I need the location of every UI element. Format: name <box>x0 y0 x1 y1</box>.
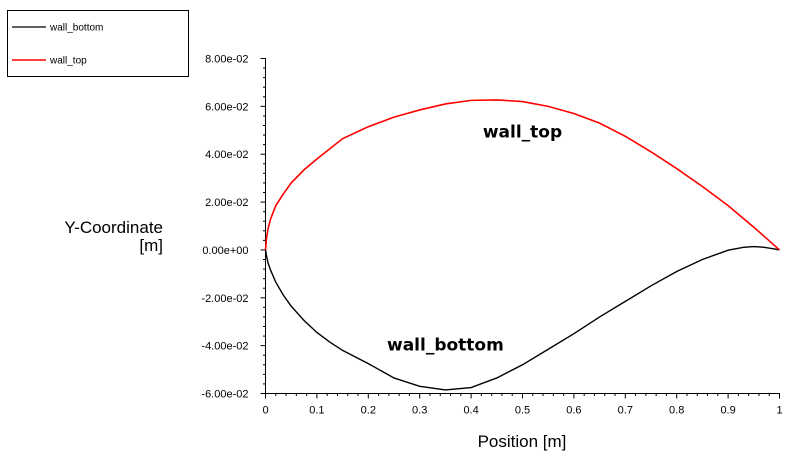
x-tick-label: 0.4 <box>463 405 478 417</box>
y-ticks: -6.00e-02 -4.00e-02 -2.00e-02 0.00e+00 2.00e… <box>201 54 266 401</box>
y-tick-label: 8.00e-02 <box>205 54 248 66</box>
y-axis-label-line-2: [m] <box>139 236 163 255</box>
y-tick-label: -4.00e-02 <box>201 341 248 353</box>
x-tick-label: 0.7 <box>618 405 633 417</box>
y-tick-label: 2.00e-02 <box>205 197 248 209</box>
series-line-wall-bottom <box>264 245 780 391</box>
x-axis-label: Position [m] <box>478 432 567 451</box>
y-tick-label: -6.00e-02 <box>201 389 248 401</box>
y-tick-label: -2.00e-02 <box>201 293 248 305</box>
x-tick-label: 0 <box>262 405 268 417</box>
x-ticks: 0 0.1 0.2 0.3 0.4 0.5 0.6 0.7 0.8 0.9 1 <box>262 393 783 417</box>
annotation-wall-top: wall_top <box>483 122 562 142</box>
x-tick-label: 0.8 <box>669 405 684 417</box>
axes <box>265 58 780 394</box>
x-tick-label: 0.1 <box>309 405 324 417</box>
annotation-wall-bottom: wall_bottom <box>387 335 504 355</box>
x-tick-label: 0.3 <box>412 405 427 417</box>
x-tick-label: 0.5 <box>515 405 530 417</box>
series-line-wall-top <box>264 99 781 251</box>
x-tick-label: 0.9 <box>720 405 735 417</box>
y-tick-label: 4.00e-02 <box>205 149 248 161</box>
y-axis-label-line-1: Y-Coordinate <box>64 218 163 237</box>
legend: wall_bottom wall_top <box>7 10 189 77</box>
y-tick-label: 0.00e+00 <box>202 245 248 257</box>
y-tick-label: 6.00e-02 <box>205 101 248 113</box>
x-tick-label: 1 <box>776 405 782 417</box>
legend-label-wall-top: wall_top <box>49 56 87 67</box>
x-tick-label: 0.6 <box>566 405 581 417</box>
legend-box <box>7 10 189 77</box>
x-tick-label: 0.2 <box>361 405 376 417</box>
legend-label-wall-bottom: wall_bottom <box>49 23 103 34</box>
